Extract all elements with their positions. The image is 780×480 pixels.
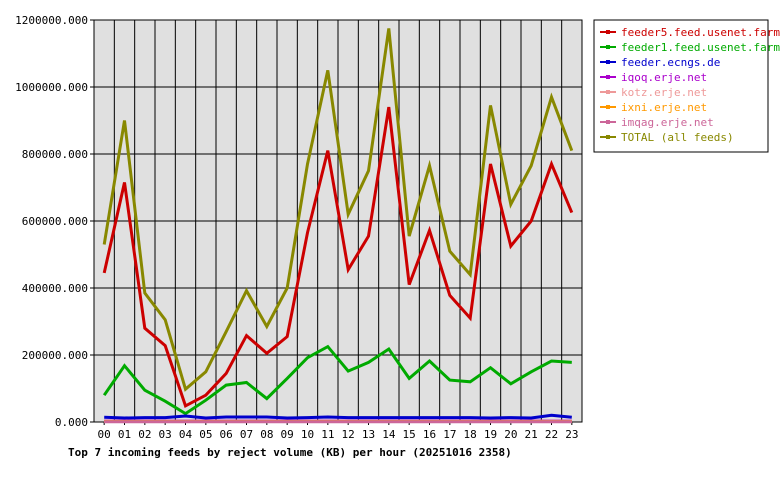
legend-entry: iqoq.erje.net	[621, 71, 707, 84]
x-tick-label: 23	[565, 428, 578, 441]
legend-box	[593, 19, 769, 153]
x-tick-label: 04	[179, 428, 193, 441]
series-line-7	[102, 28, 574, 392]
legend-marker	[606, 60, 610, 64]
legend-entry: feeder1.feed.usenet.farm	[621, 41, 780, 54]
y-tick-label: 200000.000	[22, 349, 88, 362]
x-tick-label: 15	[403, 428, 416, 441]
legend-entry: feeder.ecngs.de	[621, 56, 720, 69]
series-line-1	[102, 344, 572, 416]
legend-marker	[606, 75, 610, 79]
legend-marker	[606, 135, 610, 139]
y-tick-label: 600000.000	[22, 215, 88, 228]
x-tick-label: 01	[118, 428, 131, 441]
series-line-0	[102, 106, 574, 409]
y-tick-label: 1200000.000	[15, 14, 88, 27]
x-tick-label: 14	[382, 428, 396, 441]
x-tick-label: 22	[545, 428, 558, 441]
x-tick-label: 10	[301, 428, 314, 441]
x-tick-label: 13	[362, 428, 375, 441]
x-tick-label: 12	[342, 428, 355, 441]
legend-marker	[606, 120, 610, 124]
x-tick-label: 02	[138, 428, 151, 441]
x-tick-label: 11	[321, 428, 334, 441]
chart-title: Top 7 incoming feeds by reject volume (K…	[68, 446, 512, 459]
y-tick-label: 400000.000	[22, 282, 88, 295]
x-tick-label: 09	[281, 428, 294, 441]
x-tick-label: 16	[423, 428, 436, 441]
x-tick-label: 06	[220, 428, 233, 441]
x-tick-label: 20	[504, 428, 517, 441]
legend-marker	[606, 30, 610, 34]
plot-area	[93, 19, 583, 423]
legend-marker	[606, 45, 610, 49]
x-tick-label: 18	[464, 428, 477, 441]
x-tick-label: 05	[199, 428, 212, 441]
x-tick-label: 08	[260, 428, 273, 441]
legend-entry: feeder5.feed.usenet.farm	[621, 26, 780, 39]
legend-entry: imqag.erje.net	[621, 116, 714, 129]
series-lines	[102, 28, 574, 424]
x-tick-label: 03	[159, 428, 172, 441]
x-tick-label: 07	[240, 428, 253, 441]
x-tick-label: 17	[443, 428, 456, 441]
legend-marker	[606, 105, 610, 109]
series-line-2	[104, 413, 572, 420]
y-tick-label: 1000000.000	[15, 81, 88, 94]
x-tick-label: 00	[98, 428, 111, 441]
legend: feeder5.feed.usenet.farm feeder1.feed.use…	[593, 19, 780, 153]
legend-entry: kotz.erje.net	[621, 86, 707, 99]
legend-entry: ixni.erje.net	[621, 101, 707, 114]
y-tick-label: 0.000	[55, 416, 88, 429]
y-tick-label: 800000.000	[22, 148, 88, 161]
axes: 0.000 200000.000 400000.000 600000.000 80000…	[15, 14, 578, 441]
x-tick-label: 21	[525, 428, 538, 441]
x-tick-label: 19	[484, 428, 497, 441]
legend-entry: TOTAL (all feeds)	[621, 131, 734, 144]
legend-marker	[606, 90, 610, 94]
